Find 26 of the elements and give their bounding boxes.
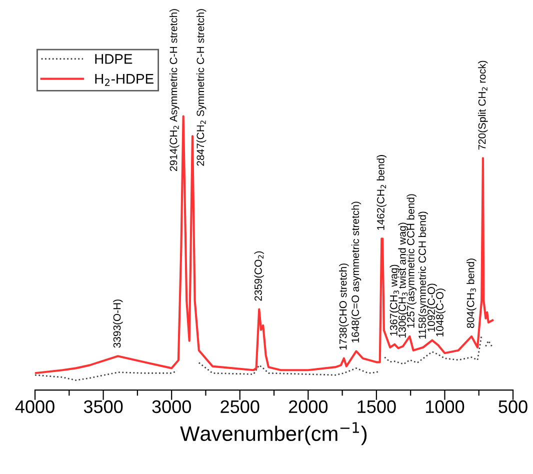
legend-label: HDPE bbox=[95, 54, 132, 64]
x-tick-label: 2500 bbox=[220, 400, 260, 414]
x-tick-label: 3000 bbox=[152, 400, 191, 414]
annotation: 1306(CH$_{3}$ twist and wag) bbox=[398, 222, 408, 338]
annotation: 1738(CHO stretch) bbox=[339, 264, 349, 350]
annotation: 1048(C-O) bbox=[436, 288, 446, 336]
annotation: 3393(O-H) bbox=[113, 300, 123, 348]
annotation: 1092(C-O) bbox=[427, 284, 438, 332]
annotation: 1158(symmetric CCH bend) bbox=[418, 212, 428, 339]
x-tick-label: 1500 bbox=[358, 400, 396, 414]
annotation: 1367(CH$_{3}$ wag) bbox=[390, 264, 400, 336]
annotation: 1462(CH$_{2}$ bend) bbox=[376, 155, 386, 230]
x-tick-label: 4000 bbox=[15, 400, 54, 414]
annotation: 2847(CH$_{2}$ Symmetric C-H stretch) bbox=[196, 9, 206, 166]
annotation: 804(CH$_{3}$ bend) bbox=[466, 258, 476, 328]
x-axis-title: Wavenumber(cm$^{−1}$) bbox=[180, 422, 367, 446]
annotation: 1648(C=O asymmetric stretch) bbox=[351, 202, 362, 342]
annotation: 2359(CO$_{2}$) bbox=[254, 251, 264, 301]
x-tick-label: 2000 bbox=[288, 400, 328, 414]
x-tick-label: 3500 bbox=[84, 400, 123, 414]
annotation: 2914(CH$_{2}$ Asymmetric C-H stretch) bbox=[170, 9, 180, 171]
x-tick-label: 1000 bbox=[426, 400, 464, 414]
x-tick-label: 500 bbox=[498, 400, 528, 414]
legend-label: H$_{2}$-HDPE bbox=[95, 74, 154, 86]
annotation: 720(Split CH$_{2}$ rock) bbox=[478, 60, 488, 150]
annotation: 1257(asymmetric CCH bend) bbox=[406, 194, 416, 328]
